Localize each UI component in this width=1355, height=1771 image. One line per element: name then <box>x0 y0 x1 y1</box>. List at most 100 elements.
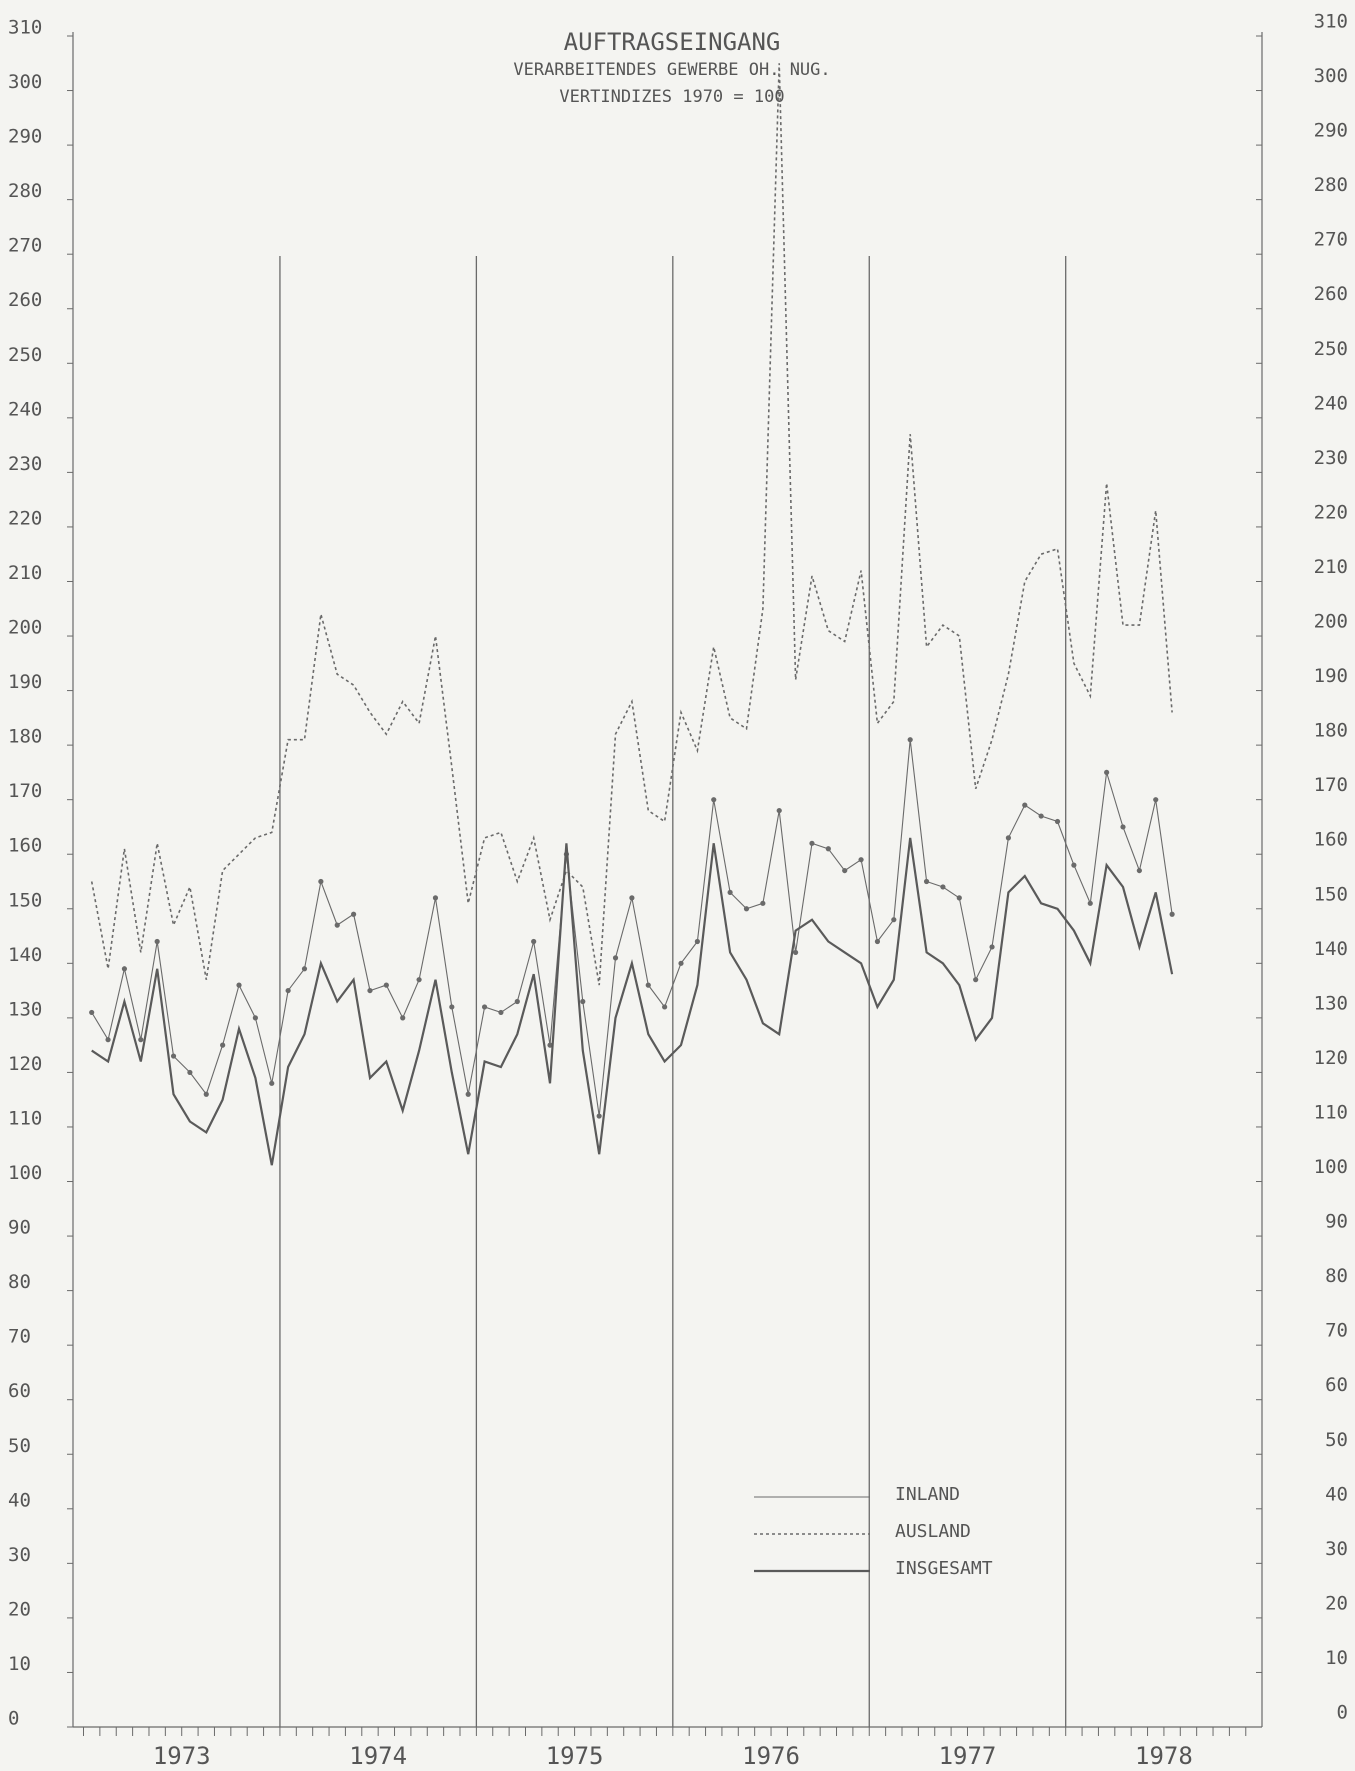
y2-tick-label: 290 <box>1314 120 1348 142</box>
data-point <box>596 1113 602 1119</box>
data-point <box>105 1037 111 1043</box>
chart-subtitle: VERTINDIZES 1970 = 100 <box>559 87 784 107</box>
data-point <box>465 1091 471 1097</box>
y2-tick-label: 120 <box>1314 1047 1348 1069</box>
y-tick-label: 250 <box>8 344 42 366</box>
series-line <box>91 837 1174 1166</box>
y2-tick-label: 50 <box>1325 1429 1348 1451</box>
data-point <box>989 944 995 950</box>
data-point <box>1153 797 1159 803</box>
data-point <box>285 987 291 994</box>
data-point <box>318 878 324 885</box>
y2-tick-label: 300 <box>1314 65 1348 87</box>
y-tick-label: 50 <box>8 1435 31 1457</box>
y-tick-label: 140 <box>8 944 42 966</box>
data-point <box>629 895 635 901</box>
x-tick-label: 1978 <box>1135 1742 1193 1770</box>
data-point <box>1054 818 1061 825</box>
y2-tick-label: 220 <box>1314 501 1348 523</box>
chart-subtitle: VERARBEITENDES GEWERBE OH. NUG. <box>513 60 830 80</box>
data-point <box>678 960 684 966</box>
y-tick-label: 110 <box>8 1107 42 1129</box>
y-tick-label: 170 <box>8 780 42 802</box>
y2-tick-label: 20 <box>1325 1592 1348 1614</box>
data-point <box>547 1042 553 1048</box>
y-tick-label: 200 <box>8 617 42 639</box>
y-tick-label: 30 <box>8 1544 31 1566</box>
y2-tick-label: 130 <box>1314 992 1348 1014</box>
y-tick-label: 100 <box>8 1162 42 1184</box>
y2-tick-label: 190 <box>1314 665 1348 687</box>
series-line <box>90 63 1173 986</box>
data-point <box>1071 862 1077 868</box>
data-point <box>874 938 881 945</box>
data-point <box>662 1004 668 1010</box>
y-tick-label: 130 <box>8 998 42 1020</box>
data-point <box>170 1053 177 1059</box>
data-point <box>776 807 782 814</box>
y2-tick-label: 280 <box>1314 174 1348 196</box>
y2-tick-label: 210 <box>1314 556 1348 578</box>
data-point <box>1136 867 1142 874</box>
y2-tick-label: 70 <box>1325 1320 1348 1342</box>
y-tick-label: 190 <box>8 671 42 693</box>
data-point <box>792 949 799 956</box>
data-point <box>825 846 831 852</box>
data-point <box>1120 824 1126 830</box>
data-point <box>367 987 373 994</box>
data-point <box>416 977 422 983</box>
data-point <box>89 1009 95 1016</box>
data-point <box>727 889 733 896</box>
y-tick-label: 310 <box>8 17 42 39</box>
y-tick-label: 230 <box>8 453 42 475</box>
data-point <box>973 977 979 983</box>
data-point <box>923 878 930 885</box>
x-tick-label: 1976 <box>742 1742 800 1770</box>
data-point <box>809 840 815 846</box>
x-tick-label: 1974 <box>349 1742 407 1770</box>
y-tick-label: 180 <box>8 726 42 748</box>
data-point <box>612 955 619 961</box>
y2-tick-label: 180 <box>1314 720 1348 742</box>
chart-title: AUFTRAGSEINGANG <box>564 28 781 56</box>
data-point <box>203 1091 209 1097</box>
y-tick-label: 300 <box>8 71 42 93</box>
data-point <box>645 982 651 988</box>
y-tick-label: 270 <box>8 235 42 257</box>
y2-tick-label: 250 <box>1314 338 1348 360</box>
y-tick-label: 0 <box>8 1708 19 1730</box>
y2-tick-label: 200 <box>1314 611 1348 633</box>
y2-tick-label: 240 <box>1314 392 1348 414</box>
y2-tick-label: 110 <box>1314 1101 1348 1123</box>
legend-label: INSGESAMT <box>895 1558 993 1579</box>
data-point <box>154 938 160 945</box>
y-tick-label: 210 <box>8 562 42 584</box>
data-point <box>743 906 750 912</box>
y-tick-label: 40 <box>8 1489 31 1511</box>
data-point <box>1022 802 1028 808</box>
y2-tick-label: 0 <box>1337 1702 1348 1724</box>
y-tick-label: 60 <box>8 1380 31 1402</box>
y2-tick-label: 150 <box>1314 883 1348 905</box>
y-tick-label: 70 <box>8 1326 31 1348</box>
y-tick-label: 260 <box>8 289 42 311</box>
y2-tick-label: 140 <box>1314 938 1348 960</box>
y-tick-label: 290 <box>8 126 42 148</box>
data-point <box>220 1042 226 1048</box>
y2-tick-label: 30 <box>1325 1538 1348 1560</box>
x-tick-label: 1977 <box>939 1742 997 1770</box>
data-point <box>940 884 946 890</box>
data-point <box>400 1015 406 1021</box>
data-point <box>236 982 242 988</box>
y-tick-label: 80 <box>8 1271 31 1293</box>
y-tick-label: 240 <box>8 398 42 420</box>
y2-tick-label: 100 <box>1314 1156 1348 1178</box>
y2-tick-label: 230 <box>1314 447 1348 469</box>
data-point <box>1169 911 1175 917</box>
y2-tick-label: 60 <box>1325 1374 1348 1396</box>
y-tick-label: 90 <box>8 1217 31 1239</box>
data-point <box>1087 900 1093 906</box>
data-point <box>891 917 897 923</box>
